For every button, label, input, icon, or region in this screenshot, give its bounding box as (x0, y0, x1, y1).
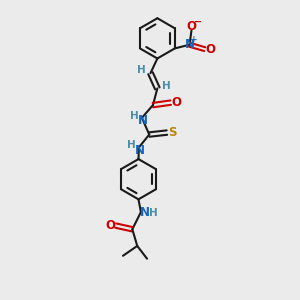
Text: H: H (149, 208, 158, 218)
Text: +: + (190, 35, 197, 44)
Text: −: − (194, 17, 202, 27)
Text: O: O (171, 96, 181, 109)
Text: N: N (138, 114, 148, 127)
Text: O: O (187, 20, 196, 33)
Text: O: O (105, 219, 115, 232)
Text: H: H (137, 65, 146, 75)
Text: H: H (130, 111, 139, 121)
Text: O: O (205, 43, 215, 56)
Text: S: S (168, 126, 177, 139)
Text: N: N (140, 206, 150, 219)
Text: H: H (162, 81, 171, 91)
Text: H: H (127, 140, 136, 150)
Text: N: N (135, 144, 145, 157)
Text: N: N (184, 38, 194, 51)
